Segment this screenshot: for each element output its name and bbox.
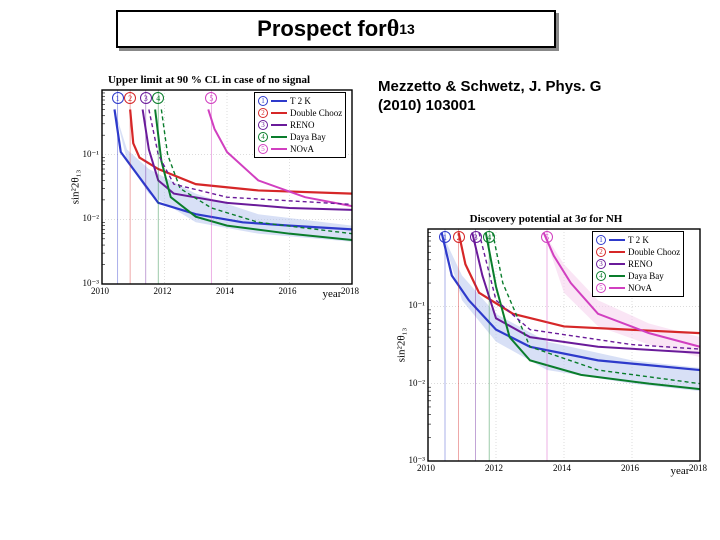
- chart-legend: 1 T 2 K 2 Double Chooz 3 RENO 4 Daya Bay 5 NOvA: [592, 231, 684, 297]
- legend-line-icon: [271, 148, 287, 150]
- ytick-label: 10⁻¹: [83, 149, 99, 160]
- legend-line-icon: [271, 124, 287, 126]
- x-axis-label: year: [671, 465, 690, 477]
- legend-item: 3 RENO: [596, 258, 680, 270]
- legend-badge-icon: 1: [258, 96, 268, 106]
- legend-line-icon: [609, 287, 625, 289]
- y-axis-label: sin²2θ₁₃: [69, 170, 81, 205]
- xtick-label: 2012: [154, 286, 172, 296]
- legend-label: Double Chooz: [628, 247, 680, 257]
- ytick-label: 10⁻³: [409, 455, 425, 466]
- citation-line1: Mezzetto & Schwetz, J. Phys. G: [378, 78, 678, 97]
- legend-label: RENO: [290, 120, 315, 130]
- legend-item: 3 RENO: [258, 119, 342, 131]
- legend-item: 5 NOvA: [596, 282, 680, 294]
- legend-label: Daya Bay: [290, 132, 326, 142]
- discovery-potential-chart: 2010201220142016201810⁻³10⁻²10⁻¹12345Dis…: [380, 215, 712, 495]
- legend-label: Daya Bay: [628, 271, 664, 281]
- xtick-label: 2018: [689, 463, 707, 473]
- series-marker: 2: [453, 231, 465, 243]
- xtick-label: 2014: [216, 286, 234, 296]
- legend-item: 4 Daya Bay: [258, 131, 342, 143]
- legend-line-icon: [271, 136, 287, 138]
- xtick-label: 2018: [341, 286, 359, 296]
- legend-label: NOvA: [290, 144, 314, 154]
- legend-badge-icon: 2: [596, 247, 606, 257]
- series-marker: 3: [140, 92, 152, 104]
- upper-limit-chart: 2010201220142016201810⁻³10⁻²10⁻¹12345Upp…: [54, 76, 364, 314]
- legend-badge-icon: 4: [596, 271, 606, 281]
- theta-symbol: θ: [387, 16, 400, 43]
- chart-legend: 1 T 2 K 2 Double Chooz 3 RENO 4 Daya Bay 5 NOvA: [254, 92, 346, 158]
- xtick-label: 2016: [621, 463, 639, 473]
- legend-badge-icon: 3: [596, 259, 606, 269]
- ytick-label: 10⁻³: [83, 278, 99, 289]
- xtick-label: 2016: [279, 286, 297, 296]
- ytick-label: 10⁻²: [409, 378, 425, 389]
- legend-item: 2 Double Chooz: [258, 107, 342, 119]
- legend-item: 5 NOvA: [258, 143, 342, 155]
- legend-label: T 2 K: [628, 235, 649, 245]
- series-marker: 1: [439, 231, 451, 243]
- legend-label: NOvA: [628, 283, 652, 293]
- legend-badge-icon: 1: [596, 235, 606, 245]
- xtick-label: 2014: [553, 463, 571, 473]
- series-marker: 5: [541, 231, 553, 243]
- ytick-label: 10⁻¹: [409, 300, 425, 311]
- citation-text: Mezzetto & Schwetz, J. Phys. G (2010) 10…: [378, 78, 678, 116]
- chart-title: Discovery potential at 3σ for NH: [470, 213, 623, 225]
- legend-line-icon: [271, 112, 287, 114]
- legend-item: 1 T 2 K: [258, 95, 342, 107]
- x-axis-label: year: [323, 288, 342, 300]
- legend-badge-icon: 5: [258, 144, 268, 154]
- title-prefix: Prospect for: [257, 16, 387, 42]
- legend-badge-icon: 3: [258, 120, 268, 130]
- legend-badge-icon: 4: [258, 132, 268, 142]
- chart-title: Upper limit at 90 % CL in case of no sig…: [108, 74, 310, 86]
- legend-item: 2 Double Chooz: [596, 246, 680, 258]
- legend-label: Double Chooz: [290, 108, 342, 118]
- legend-label: T 2 K: [290, 96, 311, 106]
- legend-label: RENO: [628, 259, 653, 269]
- series-marker: 1: [112, 92, 124, 104]
- legend-item: 1 T 2 K: [596, 234, 680, 246]
- legend-line-icon: [609, 263, 625, 265]
- y-axis-label: sin²2θ₁₃: [395, 328, 407, 363]
- series-marker: 3: [470, 231, 482, 243]
- page-title-box: Prospect for θ 13: [116, 10, 556, 48]
- legend-badge-icon: 2: [258, 108, 268, 118]
- legend-badge-icon: 5: [596, 283, 606, 293]
- xtick-label: 2012: [485, 463, 503, 473]
- legend-line-icon: [609, 275, 625, 277]
- theta-subscript: 13: [399, 21, 415, 37]
- legend-line-icon: [609, 239, 625, 241]
- legend-line-icon: [271, 100, 287, 102]
- citation-line2: (2010) 103001: [378, 97, 678, 116]
- legend-line-icon: [609, 251, 625, 253]
- legend-item: 4 Daya Bay: [596, 270, 680, 282]
- ytick-label: 10⁻²: [83, 213, 99, 224]
